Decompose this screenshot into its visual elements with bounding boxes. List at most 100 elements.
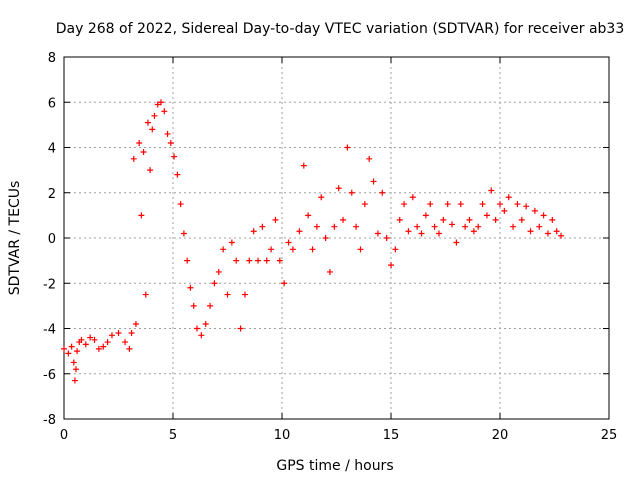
data-point	[211, 280, 218, 287]
data-point	[104, 339, 111, 346]
data-point	[505, 194, 512, 201]
data-point	[228, 239, 235, 246]
data-point	[431, 223, 438, 230]
data-point	[401, 201, 408, 208]
data-point	[518, 216, 525, 223]
y-axis-label: SDTVAR / TECUs	[7, 181, 23, 296]
data-point	[523, 203, 530, 210]
data-point	[366, 155, 373, 162]
data-point	[335, 185, 342, 192]
data-point	[531, 207, 538, 214]
data-point	[142, 291, 149, 298]
data-point	[544, 230, 551, 237]
data-point	[263, 257, 270, 264]
data-point	[198, 332, 205, 339]
grid	[64, 57, 609, 419]
axis-ticks: 0 5 10 15 20 25 -8 -6 -4 -2 0 2 4 6 8	[43, 51, 617, 443]
data-point	[331, 223, 338, 230]
data-point	[140, 149, 147, 156]
data-point	[95, 345, 102, 352]
data-point	[440, 216, 447, 223]
x-tick-label: 25	[601, 428, 618, 443]
data-point	[122, 339, 129, 346]
data-point	[422, 212, 429, 219]
data-point	[370, 178, 377, 185]
data-point	[241, 291, 248, 298]
data-point	[549, 216, 556, 223]
data-point	[313, 223, 320, 230]
data-point	[136, 139, 143, 146]
data-point	[187, 284, 194, 291]
y-tick-label: -2	[43, 277, 56, 292]
data-point	[220, 246, 227, 253]
data-point	[184, 257, 191, 264]
data-point	[281, 280, 288, 287]
data-point	[357, 246, 364, 253]
data-point	[161, 108, 168, 115]
y-tick-label: -6	[43, 368, 56, 383]
data-point	[138, 212, 145, 219]
data-point	[510, 223, 517, 230]
data-point	[344, 144, 351, 151]
data-point	[190, 302, 197, 309]
data-point	[475, 223, 482, 230]
data-point	[470, 228, 477, 235]
data-point	[68, 343, 75, 350]
data-point	[501, 207, 508, 214]
x-tick-label: 15	[383, 428, 400, 443]
data-point	[374, 230, 381, 237]
data-point	[272, 216, 279, 223]
data-point	[202, 320, 209, 327]
data-point	[128, 330, 135, 337]
data-point	[167, 139, 174, 146]
data-point	[158, 99, 165, 106]
data-point	[151, 112, 158, 119]
data-point	[259, 223, 266, 230]
data-points	[61, 99, 565, 384]
data-point	[296, 228, 303, 235]
data-point	[326, 268, 333, 275]
y-tick-label: 4	[48, 142, 56, 157]
data-point	[383, 235, 390, 241]
data-point	[388, 262, 394, 269]
data-point	[289, 246, 296, 253]
data-point	[132, 320, 139, 327]
x-tick-label: 0	[60, 428, 68, 443]
data-point	[180, 230, 187, 237]
data-point	[492, 216, 499, 223]
data-point	[285, 239, 292, 246]
data-point	[435, 230, 442, 237]
data-point	[418, 230, 425, 237]
data-point	[497, 201, 503, 208]
data-point	[353, 223, 360, 230]
data-point	[348, 189, 355, 196]
data-point	[318, 194, 325, 201]
data-point	[224, 291, 231, 298]
data-point	[74, 348, 81, 355]
data-point	[444, 201, 451, 208]
data-point	[514, 201, 521, 208]
data-point	[255, 257, 262, 264]
data-point	[361, 201, 368, 208]
x-tick-label: 20	[492, 428, 509, 443]
data-point	[108, 332, 115, 339]
data-point	[558, 232, 565, 239]
y-tick-label: 2	[48, 187, 56, 202]
y-tick-label: -4	[43, 323, 56, 338]
data-point	[78, 336, 85, 343]
data-point	[174, 171, 181, 178]
y-tick-label: -8	[43, 413, 56, 428]
data-point	[193, 325, 200, 332]
data-point	[540, 212, 547, 219]
data-point	[300, 162, 307, 169]
data-point	[65, 350, 72, 357]
data-point	[246, 257, 253, 264]
data-point	[115, 330, 122, 337]
data-point	[483, 212, 490, 219]
data-point	[82, 341, 89, 348]
data-point	[392, 246, 399, 253]
data-point	[154, 101, 161, 108]
data-point	[553, 228, 560, 235]
data-point	[250, 228, 257, 235]
